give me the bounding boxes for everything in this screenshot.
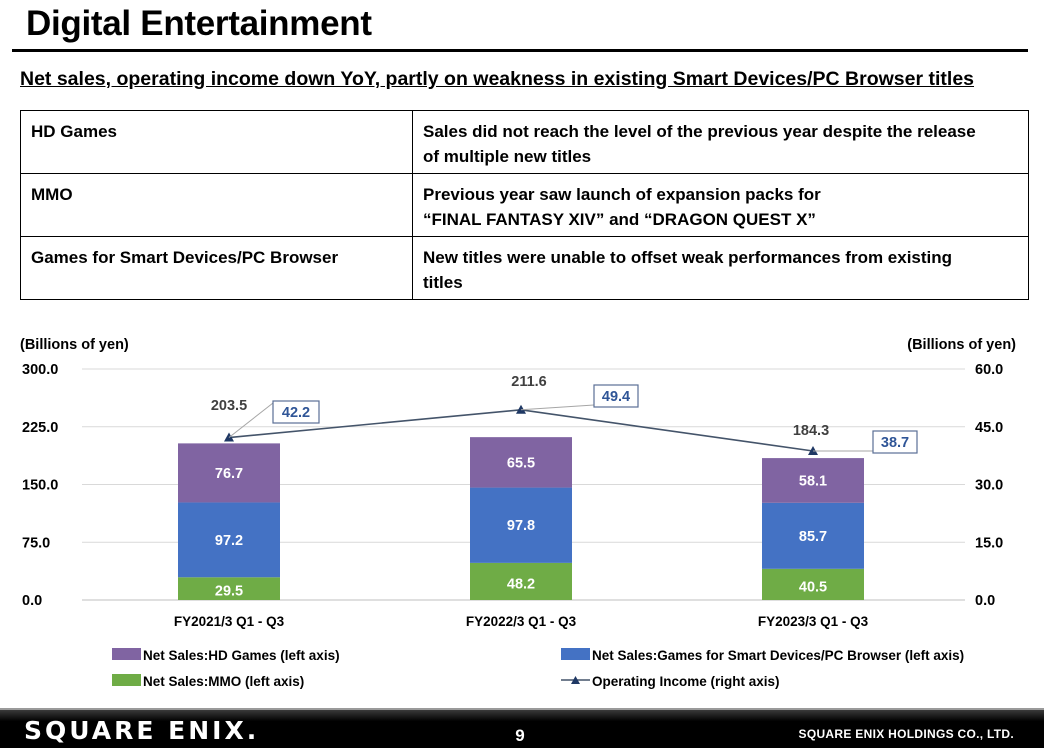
page-title: Digital Entertainment <box>26 4 372 43</box>
segment-cell: MMO <box>20 173 413 237</box>
legend-label: Net Sales:Games for Smart Devices/PC Bro… <box>592 648 964 663</box>
left-axis-tick-label: 225.0 <box>22 420 58 436</box>
bar-segment <box>178 577 280 600</box>
bar-value-label: 65.5 <box>507 455 535 471</box>
bar-segment <box>178 502 280 578</box>
operating-income-label: 38.7 <box>881 435 909 451</box>
footer-rule <box>0 708 1044 710</box>
category-label: FY2021/3 Q1 - Q3 <box>174 614 285 629</box>
category-label: FY2022/3 Q1 - Q3 <box>466 614 577 629</box>
bar-segment <box>762 568 864 600</box>
page-number: 9 <box>515 726 525 745</box>
legend-label: Net Sales:MMO (left axis) <box>143 674 304 689</box>
net-sales-chart: (Billions of yen) (Billions of yen) 0.0 75.… <box>20 337 1016 689</box>
comment-line: of multiple new titles <box>423 147 592 166</box>
callout-box <box>872 430 918 454</box>
legend-label: Operating Income (right axis) <box>592 674 780 689</box>
right-axis-title: (Billions of yen) <box>907 337 1016 353</box>
bar-value-label: 29.5 <box>215 584 243 600</box>
total-label: 203.5 <box>211 398 247 414</box>
callout-box <box>272 400 320 424</box>
left-axis-tick-label: 0.0 <box>22 593 42 609</box>
left-axis-tick-label: 75.0 <box>22 535 50 551</box>
comment-line: Sales did not reach the level of the pre… <box>423 122 976 141</box>
bar-value-label: 48.2 <box>507 576 535 592</box>
bar-segment <box>470 562 572 600</box>
bar-segment <box>762 502 864 569</box>
operating-income-label: 42.2 <box>282 405 310 421</box>
right-axis-tick-label: 30.0 <box>975 478 1003 494</box>
bar-segment <box>178 443 280 503</box>
bar-value-label: 58.1 <box>799 473 827 489</box>
category-label: FY2023/3 Q1 - Q3 <box>758 614 869 629</box>
right-axis-tick-label: 60.0 <box>975 362 1003 378</box>
square-enix-logo: SQUARE ENIX. <box>24 716 260 745</box>
callout-box <box>593 384 639 408</box>
legend-swatch <box>112 674 141 686</box>
table-row: Games for Smart Devices/PC Browser New t… <box>20 236 1029 300</box>
footer-bar <box>0 710 1044 748</box>
callout-leader <box>520 404 595 411</box>
right-axis-tick-label: 45.0 <box>975 420 1003 436</box>
left-axis-title: (Billions of yen) <box>20 337 129 353</box>
legend-swatch <box>561 648 590 660</box>
operating-income-label: 49.4 <box>602 389 630 405</box>
bar-value-label: 76.7 <box>215 466 243 482</box>
bar-value-label: 85.7 <box>799 529 827 545</box>
comment-line: Previous year saw launch of expansion pa… <box>423 185 821 204</box>
comment-line: “FINAL FANTASY XIV” and “DRAGON QUEST X” <box>423 210 816 229</box>
left-axis-tick-label: 150.0 <box>22 478 58 494</box>
legend-marker <box>571 676 580 684</box>
comment-cell: Previous year saw launch of expansion pa… <box>412 173 1029 237</box>
title-divider <box>12 49 1028 52</box>
segment-cell: Games for Smart Devices/PC Browser <box>20 236 413 300</box>
segment-summary-table: HD Games Sales did not reach the level o… <box>20 110 1029 300</box>
comment-cell: New titles were unable to offset weak pe… <box>412 236 1029 300</box>
company-name: SQUARE ENIX HOLDINGS CO., LTD. <box>798 727 1014 741</box>
legend-label: Net Sales:HD Games (left axis) <box>143 648 340 663</box>
left-axis-tick-label: 300.0 <box>22 362 58 378</box>
comment-cell: Sales did not reach the level of the pre… <box>412 110 1029 174</box>
segment-cell: HD Games <box>20 110 413 174</box>
callout-leader <box>228 402 274 438</box>
bar-segment <box>762 458 864 503</box>
comment-line: titles <box>423 273 463 292</box>
right-axis-tick-label: 0.0 <box>975 593 995 609</box>
total-label: 184.3 <box>793 423 829 439</box>
bar-segment <box>470 487 572 563</box>
table-row: MMO Previous year saw launch of expansio… <box>20 173 1029 237</box>
total-label: 211.6 <box>511 374 547 390</box>
bar-value-label: 97.8 <box>507 518 535 534</box>
bar-value-label: 97.2 <box>215 533 243 549</box>
table-row: HD Games Sales did not reach the level o… <box>20 110 1029 174</box>
right-axis-tick-label: 15.0 <box>975 535 1003 551</box>
bar-segment <box>470 437 572 488</box>
bar-value-label: 40.5 <box>799 579 827 595</box>
comment-line: New titles were unable to offset weak pe… <box>423 248 953 267</box>
page-subtitle: Net sales, operating income down YoY, pa… <box>20 68 975 90</box>
legend-swatch <box>112 648 141 660</box>
